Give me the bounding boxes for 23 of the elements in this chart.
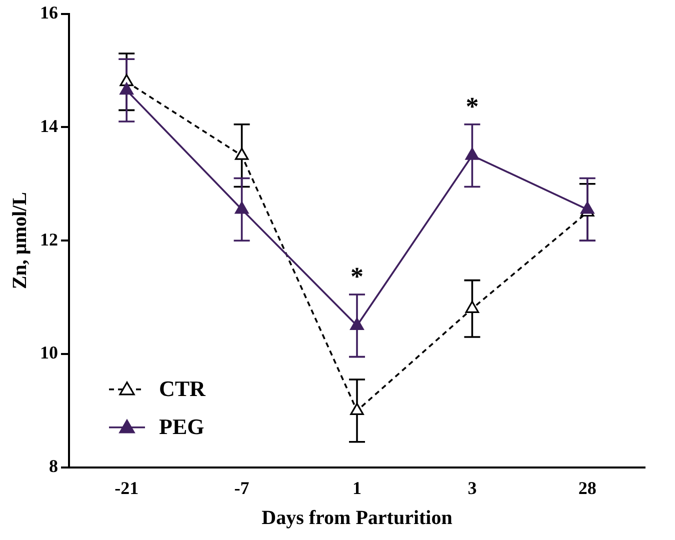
point — [120, 82, 134, 95]
legend-label: PEG — [159, 414, 204, 440]
x-tick-label: 1 — [352, 478, 362, 498]
point — [465, 300, 480, 313]
point — [350, 318, 364, 330]
annotation: * — [350, 262, 364, 292]
legend-label: CTR — [159, 376, 207, 402]
x-tick-label: -21 — [114, 478, 139, 498]
x-tick-label: -7 — [234, 478, 250, 498]
x-tick-label: 3 — [468, 478, 477, 498]
x-axis-title: Days from Parturition — [262, 507, 452, 530]
y-tick-label: 12 — [40, 229, 58, 250]
point — [350, 402, 364, 415]
point — [234, 202, 249, 214]
y-tick-label: 10 — [40, 342, 58, 363]
annotation: * — [466, 92, 479, 122]
point — [234, 148, 249, 160]
x-tick-label: 28 — [578, 478, 596, 498]
point — [465, 148, 480, 160]
y-tick-label: 14 — [40, 116, 58, 136]
y-axis-title: Zn, µmol/L — [9, 192, 32, 290]
y-tick-label: 16 — [40, 2, 58, 22]
y-tick-label: 8 — [49, 456, 58, 476]
